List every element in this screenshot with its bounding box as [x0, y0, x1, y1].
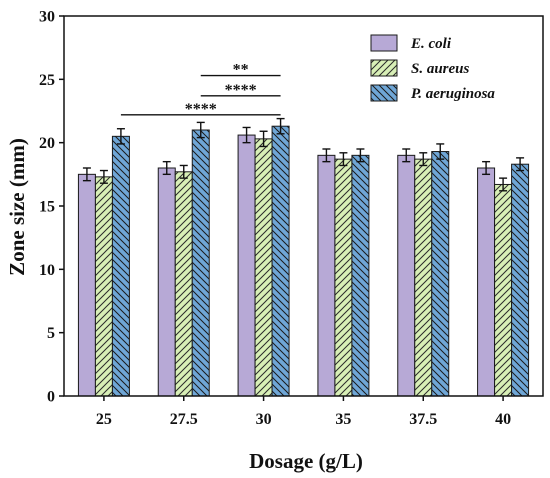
legend-item-2: P. aeruginosa	[370, 84, 495, 102]
error-bar-1-5	[499, 177, 508, 192]
x-tick-label-5: 40	[495, 411, 511, 428]
error-bar-0-4	[402, 148, 411, 163]
legend-label-1: S. aureus	[411, 61, 470, 77]
legend-swatch-1	[370, 59, 398, 77]
y-tick-label-6: 30	[39, 9, 55, 26]
error-bar-2-3	[356, 148, 365, 163]
bar-2-5	[511, 163, 530, 397]
bar-0-1	[157, 167, 176, 397]
error-bar-2-1	[196, 121, 205, 139]
bar-1-5	[494, 183, 513, 397]
x-tick-label-1: 27.5	[170, 411, 198, 428]
legend-label-0: E. coli	[410, 36, 452, 52]
axes-layer: 0 5 10 15 20 25 30 25 27.5 30 35 37.5 40	[39, 9, 544, 428]
bar-0-2	[237, 134, 256, 397]
error-bar-2-0	[116, 128, 125, 145]
error-bar-0-1	[162, 160, 171, 176]
bar-1-4	[414, 158, 433, 397]
bar-0-5	[477, 167, 496, 397]
bar-2-2	[271, 125, 290, 397]
error-bar-2-2	[276, 117, 285, 135]
significance-label-1: ****	[225, 82, 257, 99]
error-bar-2-5	[516, 157, 525, 172]
bar-2-3	[351, 154, 370, 397]
bars-layer	[77, 125, 530, 397]
x-axis-label: Dosage (g/L)	[249, 449, 363, 473]
bar-2-4	[431, 151, 450, 397]
x-tick-label-0: 25	[96, 411, 112, 428]
y-tick-label-0: 0	[47, 389, 55, 406]
y-tick-label-1: 5	[47, 325, 55, 342]
bar-2-0	[111, 135, 130, 397]
error-bar-1-2	[259, 130, 268, 148]
error-bar-0-5	[482, 160, 491, 176]
y-tick-label-2: 10	[39, 262, 55, 279]
error-bar-1-0	[99, 169, 108, 184]
bar-0-4	[397, 154, 416, 397]
legend: E. coli S. aureus P. aeruginosa	[370, 34, 495, 102]
legend-swatch-2	[370, 84, 398, 102]
bar-1-2	[254, 138, 273, 397]
legend-item-1: S. aureus	[370, 59, 470, 77]
error-bar-1-1	[179, 164, 188, 179]
x-tick-label-4: 37.5	[409, 411, 437, 428]
significance-layer: **********	[120, 62, 281, 118]
bar-1-3	[334, 158, 353, 397]
bar-2-1	[191, 129, 210, 397]
error-bar-1-3	[339, 152, 348, 167]
legend-label-2: P. aeruginosa	[411, 86, 495, 102]
error-bar-0-3	[322, 148, 331, 163]
y-tick-label-4: 20	[39, 135, 55, 152]
plot-frame	[63, 15, 544, 397]
error-bar-0-0	[82, 167, 91, 182]
error-bar-1-4	[419, 152, 428, 167]
error-bar-0-2	[242, 126, 251, 144]
y-tick-label-5: 25	[39, 72, 55, 89]
error-bars-layer	[82, 117, 525, 192]
bar-1-0	[94, 176, 113, 397]
error-bar-2-4	[436, 143, 445, 160]
legend-item-0: E. coli	[370, 34, 452, 52]
legend-swatch-0	[370, 34, 398, 52]
x-tick-label-3: 35	[335, 411, 351, 428]
x-tick-label-2: 30	[256, 411, 272, 428]
bar-0-3	[317, 154, 336, 397]
significance-label-2: ****	[185, 101, 217, 118]
y-axis-label: Zone size (mm)	[5, 138, 29, 276]
bar-0-0	[77, 173, 96, 397]
y-tick-label-3: 15	[39, 199, 55, 216]
significance-label-0: **	[233, 62, 249, 79]
bar-1-1	[174, 171, 193, 397]
